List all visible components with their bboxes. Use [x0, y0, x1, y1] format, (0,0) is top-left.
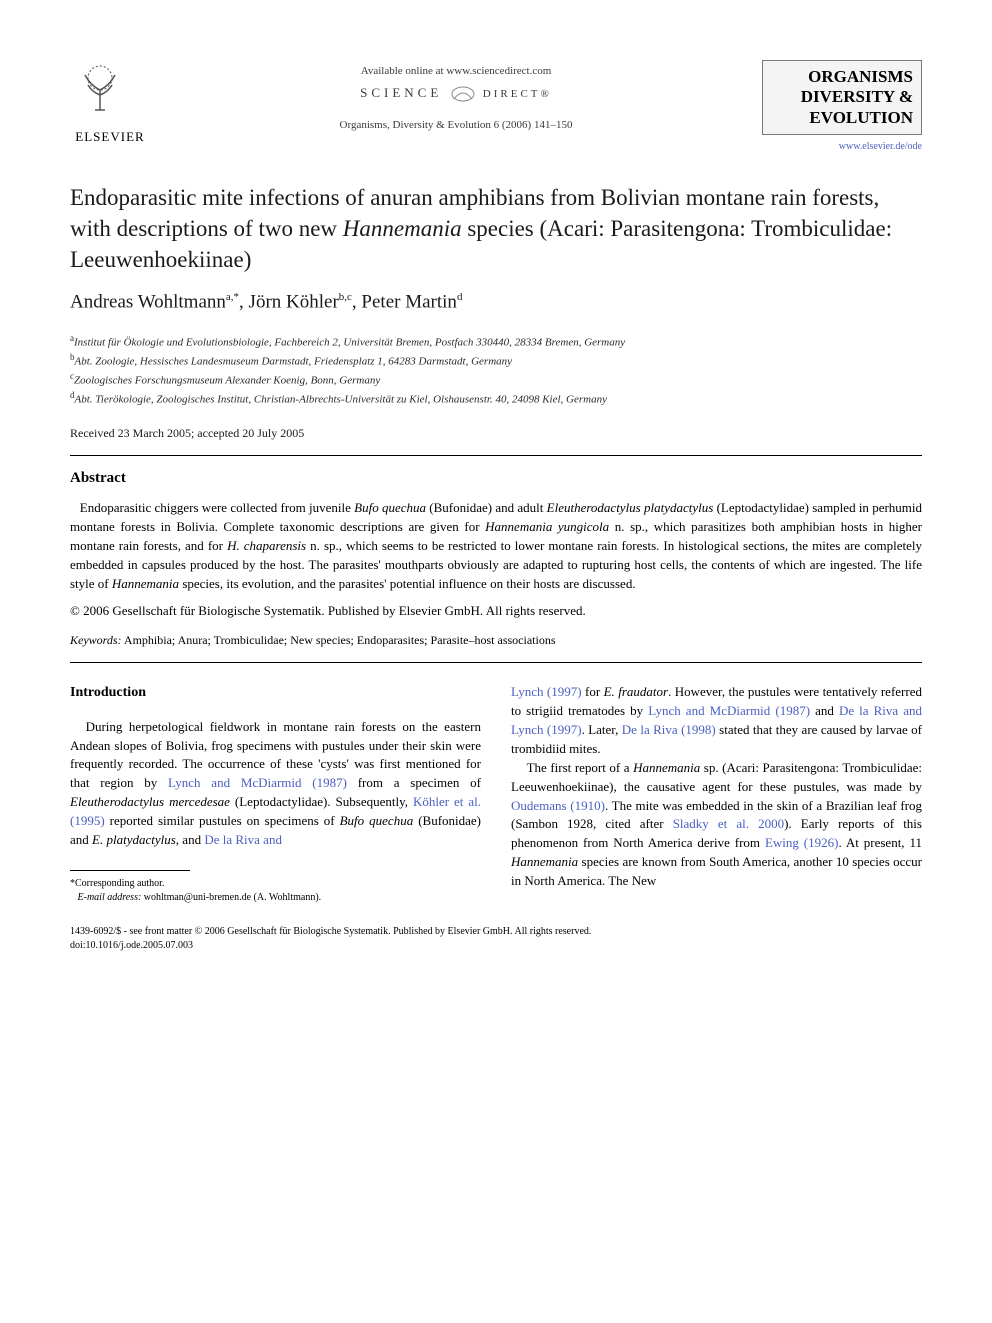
abs-s1: Endoparasitic chiggers were collected fr…	[80, 500, 354, 515]
journal-title-box: ORGANISMS DIVERSITY & EVOLUTION	[762, 60, 922, 135]
affiliations: aInstitut für Ökologie und Evolutionsbio…	[70, 332, 922, 409]
introduction-heading: Introduction	[70, 683, 481, 703]
header-row: ELSEVIER Available online at www.science…	[70, 60, 922, 152]
affiliation-c-text: Zoologisches Forschungsmuseum Alexander …	[74, 375, 380, 387]
corresponding-author-note: *Corresponding author.	[70, 877, 481, 891]
ir-l9[interactable]: Ewing (1926)	[765, 835, 839, 850]
il-p1c: (Leptodactylidae). Subsequently,	[230, 794, 413, 809]
article-dates: Received 23 March 2005; accepted 20 July…	[70, 426, 922, 441]
il-p1b: from a specimen of	[347, 775, 481, 790]
ir-p1d: . Later,	[582, 722, 622, 737]
ir-l3b[interactable]: Lynch (1997)	[511, 684, 582, 699]
sd-swoosh-icon	[450, 85, 476, 103]
abstract-heading: Abstract	[70, 470, 922, 487]
author-2: Jörn Köhler	[249, 292, 339, 313]
email-address[interactable]: wohltman@uni-bremen.de (A. Wohltmann).	[141, 892, 321, 903]
abs-i4: H. chaparensis	[227, 538, 306, 553]
copyright-line: © 2006 Gesellschaft für Biologische Syst…	[70, 603, 922, 619]
journal-box-line1: ORGANISMS	[771, 67, 913, 87]
ir-p1c: and	[810, 703, 839, 718]
il-l1[interactable]: Lynch and McDiarmid (1987)	[168, 775, 347, 790]
affiliation-d: dAbt. Tierökologie, Zoologisches Institu…	[70, 389, 922, 408]
intro-para-right-2: The first report of a Hannemania sp. (Ac…	[511, 759, 922, 891]
ir-l7[interactable]: Oudemans (1910)	[511, 798, 605, 813]
intro-para-left: During herpetological fieldwork in monta…	[70, 718, 481, 850]
left-column: Introduction During herpetological field…	[70, 683, 481, 904]
affiliation-a: aInstitut für Ökologie und Evolutionsbio…	[70, 332, 922, 351]
affiliation-b: bAbt. Zoologie, Hessisches Landesmuseum …	[70, 351, 922, 370]
author-2-sup: b,c	[339, 291, 352, 303]
journal-box-line2: DIVERSITY &	[771, 87, 913, 107]
rule-top	[70, 455, 922, 456]
rule-bottom	[70, 662, 922, 663]
footnote-separator	[70, 870, 190, 871]
keywords-text: Amphibia; Anura; Trombiculidae; New spec…	[122, 633, 556, 647]
author-3: Peter Martin	[361, 292, 457, 313]
authors-line: Andreas Wohltmanna,*, Jörn Köhlerb,c, Pe…	[70, 291, 922, 313]
ir-l6[interactable]: De la Riva (1998)	[622, 722, 716, 737]
keywords-line: Keywords: Amphibia; Anura; Trombiculidae…	[70, 633, 922, 648]
ir-l8[interactable]: Sladky et al. 2000	[673, 816, 784, 831]
il-i1: Eleutherodactylus mercedesae	[70, 794, 230, 809]
abstract-body: Endoparasitic chiggers were collected fr…	[70, 499, 922, 593]
il-p1f: , and	[176, 832, 205, 847]
sd-prefix: SCIENCE	[360, 85, 442, 100]
journal-reference: Organisms, Diversity & Evolution 6 (2006…	[150, 119, 762, 131]
ir-i2: Hannemania	[633, 760, 700, 775]
abs-i2: Eleutherodactylus platydactylus	[547, 500, 714, 515]
author-3-sup: d	[457, 291, 463, 303]
publisher-name: ELSEVIER	[70, 129, 150, 145]
journal-logo-block: ORGANISMS DIVERSITY & EVOLUTION www.else…	[762, 60, 922, 152]
email-footnote: E-mail address: wohltman@uni-bremen.de (…	[70, 891, 481, 905]
author-1: Andreas Wohltmann	[70, 292, 226, 313]
ir-i3: Hannemania	[511, 854, 578, 869]
footer: 1439-6092/$ - see front matter © 2006 Ge…	[70, 925, 922, 953]
il-p1d: reported similar pustules on specimens o…	[105, 813, 340, 828]
ir-p2a: The first report of a	[527, 760, 633, 775]
abs-i3: Hannemania yungicola	[485, 519, 609, 534]
intro-para-right-1: Lynch (1997) for E. fraudator. However, …	[511, 683, 922, 758]
ir-p1a: for	[582, 684, 604, 699]
abs-i5: Hannemania	[112, 576, 179, 591]
publisher-logo-block: ELSEVIER	[70, 60, 150, 145]
affiliation-a-text: Institut für Ökologie und Evolutionsbiol…	[74, 336, 625, 348]
ir-p2e: . At present, 11	[838, 835, 922, 850]
author-1-sup: a,*	[226, 291, 239, 303]
il-i2: Bufo quechua	[340, 813, 414, 828]
right-column: Lynch (1997) for E. fraudator. However, …	[511, 683, 922, 904]
article-title: Endoparasitic mite infections of anuran …	[70, 182, 922, 275]
affiliation-c: cZoologisches Forschungsmuseum Alexander…	[70, 370, 922, 389]
affiliation-b-text: Abt. Zoologie, Hessisches Landesmuseum D…	[75, 355, 513, 367]
il-i3: E. platydactylus	[92, 832, 176, 847]
email-label: E-mail address:	[78, 892, 142, 903]
available-online-text: Available online at www.sciencedirect.co…	[150, 65, 762, 77]
sd-suffix: DIRECT®	[483, 88, 552, 100]
il-l3[interactable]: De la Riva and	[204, 832, 282, 847]
footer-line2: doi:10.1016/j.ode.2005.07.003	[70, 939, 922, 953]
body-columns: Introduction During herpetological field…	[70, 683, 922, 904]
title-italic: Hannemania	[343, 216, 462, 241]
affiliation-d-text: Abt. Tierökologie, Zoologisches Institut…	[75, 394, 607, 406]
keywords-label: Keywords:	[70, 633, 122, 647]
sciencedirect-logo: SCIENCE DIRECT®	[150, 85, 762, 103]
journal-box-line3: EVOLUTION	[771, 108, 913, 128]
abs-s2: (Bufonidae) and adult	[426, 500, 547, 515]
elsevier-tree-icon	[70, 60, 130, 120]
abs-s6: species, its evolution, and the parasite…	[179, 576, 636, 591]
footer-line1: 1439-6092/$ - see front matter © 2006 Ge…	[70, 925, 922, 939]
journal-url[interactable]: www.elsevier.de/ode	[762, 141, 922, 152]
abs-i1: Bufo quechua	[354, 500, 426, 515]
header-center: Available online at www.sciencedirect.co…	[150, 60, 762, 131]
ir-i1: E. fraudator	[604, 684, 668, 699]
ir-l4[interactable]: Lynch and McDiarmid (1987)	[648, 703, 810, 718]
